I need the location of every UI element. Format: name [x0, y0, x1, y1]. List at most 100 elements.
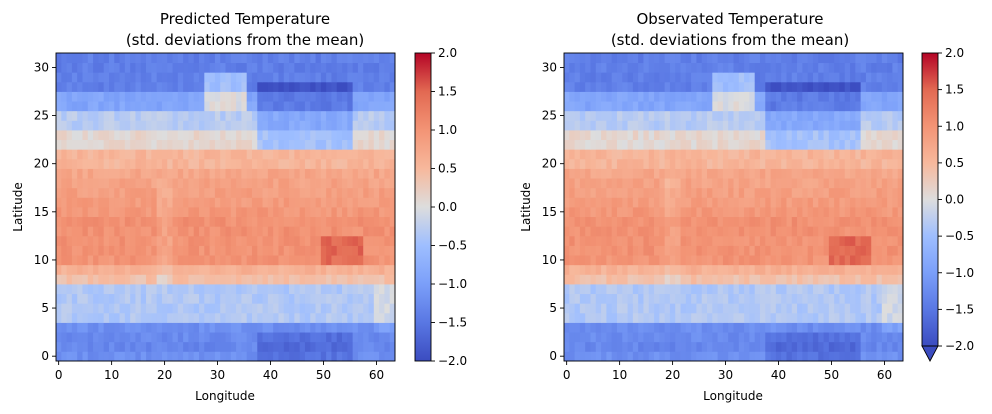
heatmap-cell [807, 264, 814, 275]
heatmap-cell [225, 216, 232, 227]
heatmap-cell [368, 53, 375, 64]
heatmap-cell [595, 255, 602, 266]
heatmap-cell [267, 197, 274, 208]
heatmap-cell [585, 81, 591, 92]
heatmap-cell [616, 101, 623, 112]
heatmap-cell [246, 81, 253, 92]
heatmap-cell [368, 341, 375, 352]
heatmap-cell [722, 62, 729, 73]
heatmap-cell [267, 62, 274, 73]
heatmap-cell [310, 274, 316, 285]
heatmap-cell [749, 130, 756, 141]
heatmap-cell [733, 216, 740, 227]
heatmap-cell [855, 264, 862, 275]
heatmap-cell [108, 53, 115, 64]
heatmap-cell [828, 245, 835, 256]
heatmap-cells [56, 53, 396, 362]
heatmap-cell [834, 322, 840, 333]
heatmap-cell [669, 72, 676, 83]
heatmap-cell [855, 207, 862, 218]
heatmap-cell [654, 312, 660, 323]
heatmap-cell [675, 341, 681, 352]
heatmap-cell [855, 139, 862, 150]
heatmap-cell [71, 81, 78, 92]
heatmap-cell [71, 53, 78, 64]
heatmap-cell [225, 303, 232, 314]
heatmap-cell [119, 235, 126, 246]
heatmap-cell [199, 235, 205, 246]
heatmap-cell [130, 62, 136, 73]
heatmap-cell [124, 130, 131, 141]
heatmap-cell [368, 284, 375, 295]
heatmap-cell [273, 187, 279, 198]
heatmap-cell [98, 274, 105, 285]
heatmap-cell [225, 130, 232, 141]
heatmap-cell [119, 341, 126, 352]
heatmap-cell [225, 235, 232, 246]
heatmap-cell [156, 207, 163, 218]
heatmap-cell [103, 120, 110, 131]
heatmap-cell [707, 158, 713, 169]
heatmap-cell [601, 101, 607, 112]
heatmap-cell [786, 72, 793, 83]
heatmap-cell [887, 284, 893, 295]
heatmap-cell [294, 110, 301, 121]
heatmap-cell [230, 158, 237, 169]
heatmap-cell [140, 81, 147, 92]
heatmap-cell [177, 168, 184, 179]
heatmap-cell [363, 293, 369, 304]
heatmap-cell [156, 62, 163, 73]
heatmap-cell [373, 216, 380, 227]
heatmap-cell [685, 303, 692, 314]
heatmap-cell [685, 332, 692, 343]
heatmap-cell [860, 293, 867, 304]
heatmap-cell [818, 216, 824, 227]
heatmap-cell [850, 197, 856, 208]
heatmap-cell [606, 91, 613, 102]
heatmap-cell [606, 178, 613, 189]
heatmap-cell [839, 62, 846, 73]
heatmap-cell [664, 351, 671, 362]
heatmap-cell [680, 293, 687, 304]
heatmap-cell [98, 207, 105, 218]
plot-frame [563, 52, 904, 362]
heatmap-cell [733, 197, 740, 208]
heatmap-cell [246, 149, 253, 160]
heatmap-cell [733, 62, 740, 73]
heatmap-cell [876, 53, 883, 64]
heatmap-cell [204, 216, 211, 227]
heatmap-cell [579, 178, 586, 189]
heatmap-cell [680, 255, 687, 266]
x-axis-label: Longitude [195, 389, 255, 403]
heatmap-cell [283, 216, 290, 227]
heatmap-cell [209, 53, 216, 64]
heatmap-cell [823, 284, 830, 295]
y-tick-label: 15 [34, 205, 49, 219]
heatmap-cell [701, 293, 708, 304]
heatmap-cell [765, 187, 771, 198]
heatmap-cell [299, 274, 306, 285]
heatmap-cell [368, 139, 375, 150]
heatmap-cell [151, 245, 158, 256]
heatmap-cell [336, 351, 343, 362]
heatmap-cell [892, 303, 899, 314]
x-tick-label: 20 [157, 368, 172, 382]
heatmap-cell [643, 341, 650, 352]
heatmap-cell [691, 120, 697, 131]
heatmap-cell [368, 274, 375, 285]
heatmap-cell [357, 53, 364, 64]
heatmap-cell [865, 149, 872, 160]
heatmap-cell [643, 72, 650, 83]
heatmap-cell [871, 264, 877, 275]
heatmap-cell [262, 216, 269, 227]
heatmap-cell [876, 322, 883, 333]
heatmap-cell [770, 178, 777, 189]
heatmap-cell [209, 139, 216, 150]
heatmap-cell [818, 139, 824, 150]
heatmap-cell [733, 81, 740, 92]
heatmap-cell [87, 149, 94, 160]
heatmap-cell [352, 274, 359, 285]
heatmap-cell [103, 139, 110, 150]
heatmap-cell [315, 303, 322, 314]
heatmap-cell [738, 110, 745, 121]
